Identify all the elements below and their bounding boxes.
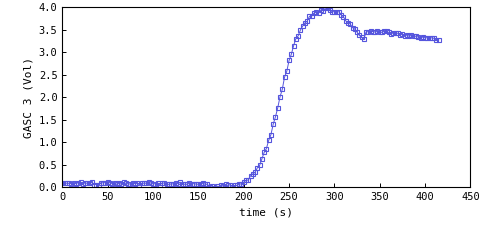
Y-axis label: GASC 3 (Vol): GASC 3 (Vol) xyxy=(23,57,33,138)
X-axis label: time (s): time (s) xyxy=(240,208,293,218)
